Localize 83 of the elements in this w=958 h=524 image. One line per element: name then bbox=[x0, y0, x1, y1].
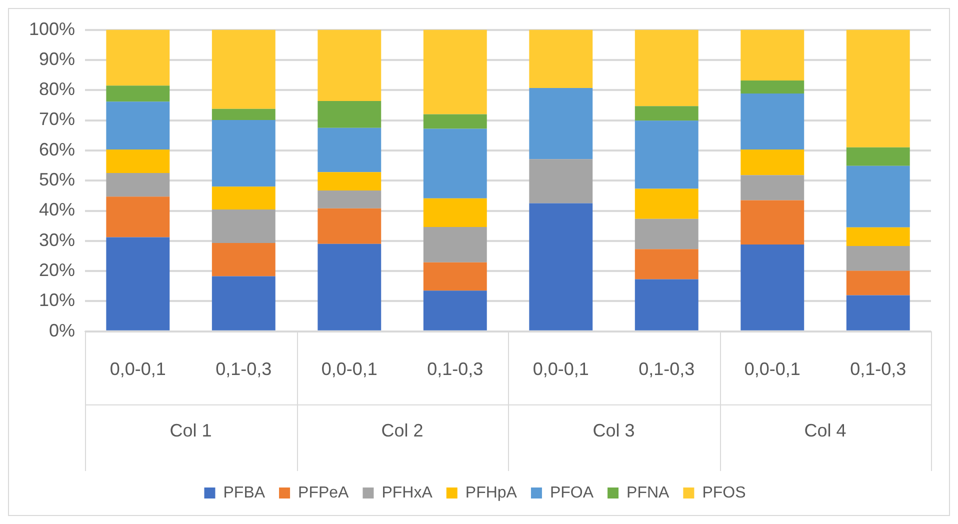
bar bbox=[212, 30, 276, 109]
bar bbox=[634, 106, 698, 121]
bar bbox=[423, 290, 487, 330]
bar bbox=[423, 227, 487, 262]
bar bbox=[529, 30, 593, 88]
bar bbox=[740, 80, 804, 94]
bar bbox=[634, 188, 698, 219]
x-tick-label: 0,0-0,1 bbox=[321, 359, 378, 380]
bar bbox=[106, 102, 170, 150]
text: Col 1 bbox=[170, 420, 212, 440]
bar bbox=[212, 186, 276, 210]
bar bbox=[740, 93, 804, 150]
x-tick-label: 0,0-0,1 bbox=[744, 359, 800, 380]
bar bbox=[846, 246, 910, 271]
x-tick-label: 0,1-0,3 bbox=[216, 359, 272, 380]
bar bbox=[846, 166, 910, 228]
text: Col 4 bbox=[804, 420, 846, 440]
bar bbox=[634, 279, 698, 330]
text: Col 3 bbox=[592, 420, 635, 440]
bar bbox=[740, 200, 804, 245]
bar bbox=[846, 227, 910, 246]
bar bbox=[106, 173, 170, 197]
x-tick-label: 0,1-0,3 bbox=[850, 359, 906, 380]
bar bbox=[106, 150, 170, 174]
bar bbox=[423, 128, 487, 198]
bar bbox=[106, 237, 170, 330]
bar bbox=[318, 30, 382, 101]
x-tick-label: 0,1-0,3 bbox=[427, 359, 484, 380]
legend-label: PFBA bbox=[223, 484, 266, 502]
bar bbox=[212, 243, 276, 276]
legend-label: PFPeA bbox=[298, 484, 350, 502]
text: Col 2 bbox=[381, 420, 424, 440]
legend-label: PFHpA bbox=[465, 484, 518, 502]
bar bbox=[423, 262, 487, 291]
bar bbox=[212, 276, 276, 330]
bar bbox=[740, 175, 804, 200]
x-tick-label: 0,1-0,3 bbox=[638, 359, 695, 380]
bar bbox=[423, 198, 487, 228]
x-tick-label: 0,0-0,1 bbox=[110, 359, 166, 380]
bar bbox=[740, 244, 804, 330]
bar bbox=[212, 210, 276, 244]
bar bbox=[740, 30, 804, 80]
bar bbox=[634, 30, 698, 106]
bar bbox=[529, 88, 593, 160]
bar bbox=[423, 114, 487, 129]
bar bbox=[318, 100, 382, 128]
y-tick-label: 20% bbox=[39, 260, 76, 280]
bar bbox=[846, 147, 910, 166]
bar bbox=[318, 172, 382, 191]
y-tick-label: 40% bbox=[39, 200, 76, 220]
y-tick-label: 0% bbox=[49, 320, 76, 340]
bar bbox=[529, 159, 593, 204]
legend-label: PFNA bbox=[626, 484, 670, 502]
bar bbox=[106, 30, 170, 86]
y-tick-label: 60% bbox=[39, 139, 76, 160]
bar bbox=[106, 196, 170, 238]
bar bbox=[634, 120, 698, 189]
bar bbox=[212, 120, 276, 187]
y-tick-label: 100% bbox=[28, 18, 76, 39]
bar bbox=[740, 150, 804, 176]
legend-label: PFOS bbox=[702, 484, 746, 502]
x-tick-label: 0,0-0,1 bbox=[532, 359, 589, 380]
y-tick-label: 50% bbox=[39, 170, 76, 190]
bar bbox=[318, 128, 382, 172]
bar bbox=[846, 295, 910, 330]
bar bbox=[634, 249, 698, 280]
y-tick-label: 30% bbox=[39, 230, 76, 250]
bar bbox=[106, 86, 170, 102]
bar bbox=[318, 208, 382, 244]
bar bbox=[634, 218, 698, 250]
bar bbox=[423, 30, 487, 114]
legend-label: PFHxA bbox=[382, 484, 433, 502]
y-tick-label: 70% bbox=[39, 109, 76, 130]
bar bbox=[318, 190, 382, 208]
y-tick-label: 80% bbox=[39, 79, 76, 100]
y-tick-label: 90% bbox=[39, 48, 76, 69]
bar bbox=[318, 244, 382, 330]
legend-label: PFOA bbox=[550, 484, 594, 502]
bar bbox=[529, 203, 593, 330]
bar bbox=[846, 270, 910, 296]
bar bbox=[846, 30, 910, 148]
y-tick-label: 10% bbox=[39, 290, 76, 310]
bar bbox=[212, 108, 276, 120]
